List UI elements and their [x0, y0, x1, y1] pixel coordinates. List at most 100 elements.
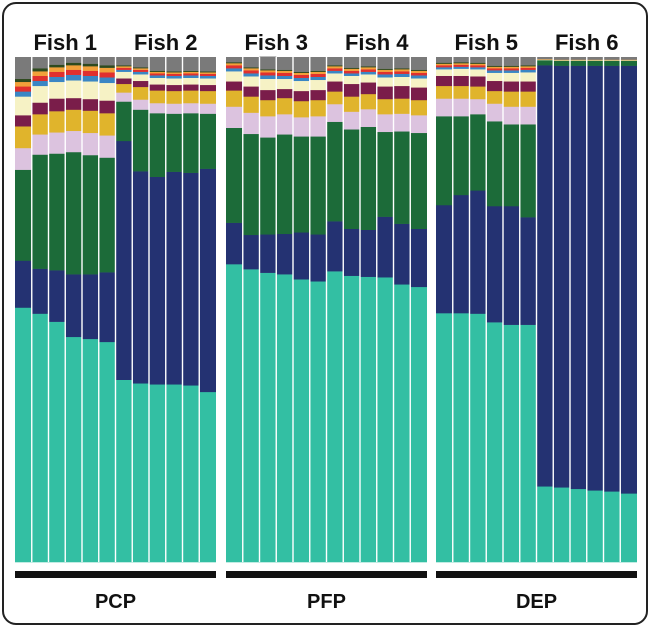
bar-segment-teal	[293, 279, 310, 563]
bar-segment-gold	[226, 90, 243, 107]
bar-segment-orange	[276, 70, 293, 73]
bar-segment-navy	[309, 234, 327, 282]
bar-segment-navy	[182, 172, 200, 386]
bar-segment-green	[259, 137, 277, 235]
bar-segment-maroon	[436, 75, 453, 87]
bar-segment-grey	[132, 57, 149, 68]
bar-segment-lavender	[503, 106, 520, 125]
bar-segment-blue	[242, 73, 260, 77]
bar-segment-maroon	[82, 98, 99, 111]
bar-segment-grey	[486, 57, 503, 66]
bar-segment-orange	[182, 71, 200, 74]
bar-segment-orange	[65, 65, 82, 70]
bar-segment-gold	[436, 85, 453, 99]
bar-segment-cream	[376, 77, 394, 87]
bar-segment-maroon	[48, 98, 66, 112]
bar-segment-blue	[326, 70, 344, 74]
bar-segment-green	[48, 153, 66, 271]
bar-segment-grey	[15, 57, 32, 80]
bar-segment-teal	[48, 321, 66, 563]
bar-segment-lavender	[48, 132, 66, 154]
bar-segment-maroon	[31, 102, 49, 115]
bar-segment-lavender	[149, 102, 166, 114]
bar-segment-lavender	[326, 103, 344, 122]
bar-segment-grey	[65, 57, 82, 63]
bar-segment-gold	[259, 99, 277, 117]
bar-segment-darkgreen	[149, 70, 166, 72]
bar-segment-teal	[276, 274, 293, 563]
bar-segment-blue	[436, 67, 453, 70]
bar-segment-cream	[31, 85, 49, 103]
bar-segment-red	[519, 67, 537, 70]
bar-segment-darkgreen	[360, 66, 377, 68]
bar-segment-maroon	[360, 82, 377, 95]
bar-segment-green	[242, 133, 260, 236]
bar-segment-grey	[31, 57, 49, 69]
bar-segment-blue	[519, 69, 537, 73]
bar-segment-navy	[326, 221, 344, 272]
bar-segment-maroon	[519, 81, 537, 92]
bar-segment-green	[486, 121, 503, 207]
bar-segment-orange	[536, 59, 554, 60]
bar-segment-cream	[149, 77, 166, 85]
bar-segment-darkgreen	[199, 71, 216, 73]
bar-segment-teal	[31, 313, 49, 563]
bar-segment-navy	[98, 272, 116, 343]
bar-segment-grey	[620, 57, 637, 60]
bar-segment-red	[115, 67, 133, 70]
bar-segment-blue	[276, 75, 293, 80]
bar-segment-maroon	[376, 86, 394, 100]
bar-segment-gold	[276, 97, 293, 115]
bar-segment-green	[326, 121, 344, 222]
bar-segment-lavender	[199, 103, 216, 114]
bar-segment-teal	[98, 341, 116, 563]
bar-segment-gold	[199, 90, 216, 104]
bar-segment-orange	[343, 68, 360, 71]
bar-segment-navy	[242, 234, 260, 270]
bar-segment-orange	[31, 71, 49, 76]
bar-segment-navy	[293, 232, 310, 280]
bar-segment-red	[132, 69, 149, 72]
bar-segment-teal	[115, 379, 133, 563]
bar-segment-darkgreen	[293, 71, 310, 73]
bar-segment-green	[98, 157, 116, 273]
bar-segment-teal	[620, 493, 637, 563]
bar-segment-darkgreen	[436, 62, 453, 64]
bar-segment-navy	[199, 168, 216, 393]
bar-segment-navy	[620, 65, 637, 494]
bar-segment-navy	[15, 260, 32, 308]
bar-segment-teal	[553, 487, 570, 563]
bar-segment-teal	[410, 286, 427, 563]
bar-segment-grey	[376, 57, 394, 69]
bar-segment-green	[553, 60, 570, 66]
bar-segment-lavender	[182, 102, 200, 114]
bar-segment-maroon	[469, 76, 487, 87]
fish-label-6: Fish 6	[555, 30, 619, 55]
bar-segment-grey	[182, 57, 200, 71]
bar-segment-navy	[586, 65, 604, 491]
bar-segment-maroon	[503, 81, 520, 92]
bar-segment-grey	[536, 57, 554, 60]
bar-segment-lavender	[309, 116, 327, 137]
bar-segment-green	[132, 109, 149, 172]
bar-segment-red	[393, 71, 411, 74]
bar-segment-darkgreen	[469, 62, 487, 64]
bar-segment-darkgreen	[326, 65, 344, 67]
bar-segment-orange	[393, 69, 411, 72]
bar-segment-cream	[309, 79, 327, 91]
bar-segment-maroon	[165, 84, 183, 92]
bar-segment-gold	[165, 90, 183, 104]
bar-segment-lavender	[15, 147, 32, 170]
bar-segment-orange	[570, 59, 587, 61]
bar-segment-grey	[115, 57, 133, 66]
bar-segment-red	[199, 73, 216, 76]
bar-segment-blue	[199, 75, 216, 79]
bar-segment-cream	[436, 69, 453, 76]
bar-segment-teal	[503, 324, 520, 563]
bar-segment-gold	[132, 86, 149, 100]
bar-segment-darkgreen	[48, 64, 66, 68]
bar-segment-cream	[469, 69, 487, 77]
bar-segment-grey	[165, 57, 183, 72]
bar-segment-lavender	[519, 106, 537, 125]
bar-segment-gold	[503, 91, 520, 107]
